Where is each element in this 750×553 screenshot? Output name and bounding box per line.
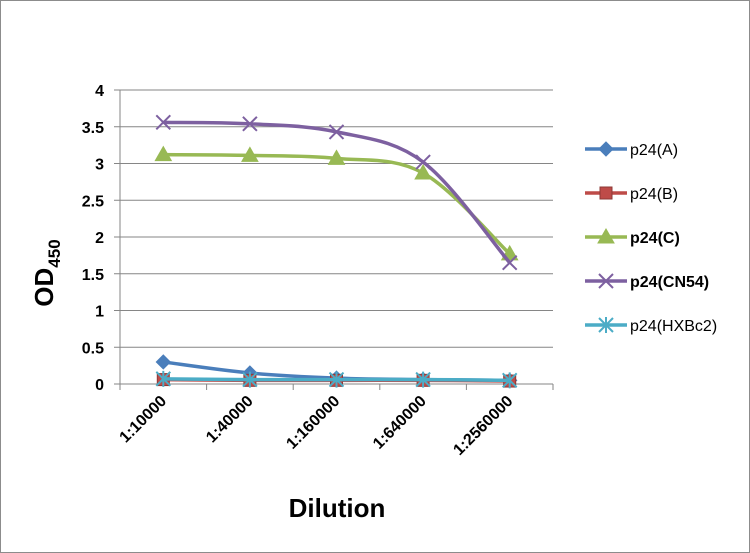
- legend-swatch-marker: [598, 141, 614, 157]
- legend-entry: p24(A): [585, 141, 678, 159]
- y-tick-label: 2.5: [82, 193, 104, 210]
- y-tick-label: 1.5: [82, 267, 104, 284]
- legend-entry: p24(B): [585, 186, 678, 203]
- series-line: [163, 152, 511, 256]
- y-axis-title-main: OD: [29, 268, 59, 307]
- x-tick-label: 1:160000: [283, 393, 343, 453]
- legend-swatch-marker: [598, 317, 614, 333]
- data-point: [327, 149, 346, 165]
- y-axis-title: OD450: [29, 239, 64, 306]
- data-point: [328, 124, 345, 140]
- y-tick-label: 1: [95, 304, 104, 321]
- y-tick-label: 4: [95, 83, 104, 100]
- y-tick-label: 3: [95, 157, 104, 174]
- y-tick-label: 2: [95, 230, 104, 247]
- legend-label: p24(HXBc2): [630, 318, 717, 335]
- legend-swatch-marker: [597, 227, 615, 244]
- data-point: [415, 371, 431, 388]
- series-group: [154, 114, 519, 389]
- x-tick-label: 1:10000: [117, 393, 171, 447]
- legend-entry: p24(C): [585, 227, 680, 247]
- x-tick-label: 1:40000: [203, 393, 257, 447]
- data-point: [154, 145, 173, 162]
- series-line: [163, 120, 512, 264]
- data-point: [414, 164, 432, 180]
- series-p24-hxbc2: [155, 370, 518, 389]
- x-tick-label: 1:640000: [370, 393, 430, 453]
- data-point: [242, 116, 258, 132]
- legend: p24(A) p24(B) p24(C) p24(CN54) p24(HXBc2): [585, 141, 717, 335]
- data-point: [415, 154, 431, 170]
- data-point: [155, 370, 172, 387]
- x-tick-labels: 1:10000 1:40000 1:160000 1:640000 1:2560000: [117, 393, 517, 459]
- y-axis-title-subscript: 450: [45, 239, 64, 267]
- legend-label: p24(CN54): [630, 274, 709, 291]
- data-point: [501, 372, 518, 389]
- y-tick-labels: 0 0.5 1 1.5 2 2.5 3 3.5 4: [82, 83, 104, 394]
- legend-swatch-marker: [599, 186, 613, 200]
- legend-label: p24(B): [630, 186, 678, 203]
- legend-label: p24(C): [630, 230, 680, 247]
- y-tick-label: 0.5: [82, 340, 104, 357]
- series-p24-cn54: [155, 114, 518, 271]
- y-tick-label: 3.5: [82, 120, 104, 137]
- legend-label: p24(A): [630, 142, 678, 159]
- legend-entry: p24(HXBc2): [585, 317, 717, 335]
- x-tick-label: 1:2560000: [450, 393, 516, 459]
- data-point: [241, 146, 259, 162]
- legend-swatch-marker: [598, 273, 614, 289]
- data-point: [155, 114, 172, 131]
- data-point: [242, 371, 258, 388]
- data-point: [501, 255, 518, 271]
- legend-entry: p24(CN54): [585, 273, 709, 291]
- y-tick-label: 0: [95, 377, 104, 394]
- gridlines: [120, 89, 553, 348]
- x-axis-title: Dilution: [289, 493, 386, 523]
- data-point: [328, 371, 345, 388]
- data-point: [155, 354, 172, 370]
